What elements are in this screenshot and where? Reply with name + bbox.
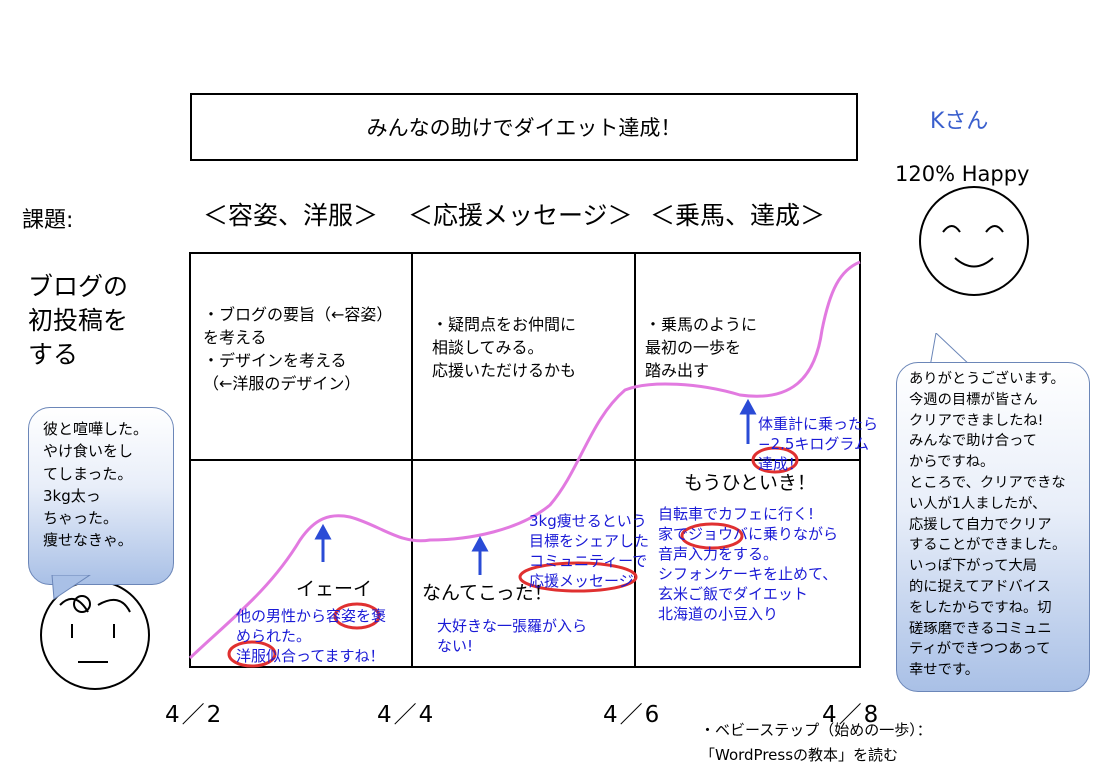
highlight-circle-yoshi [333,602,381,630]
arrow-up-2-head [471,535,489,552]
person-status: 120% Happy [895,162,1030,186]
highlight-circle-oen [518,561,638,593]
footnote: ・ベビーステップ（始めの一歩）： 「WordPressの教本」を読む [700,721,932,764]
right-speech-bubble: ありがとうございます。 今週の目標が皆さん クリアできましたね! みんなで助け合… [896,362,1090,692]
note-col3: 自転車でカフェに行く! 家でジョウバに乗りながら 音声入力をする。 シフォンケー… [658,505,839,623]
progress-curve [188,260,861,660]
mid-label-2: なんてこった！ [422,582,553,604]
right-bubble-tail [929,333,973,367]
side-title: ブログの 初投稿を する [28,272,129,369]
date-label-3: 4／6 [603,702,662,728]
highlight-circle-tassei [751,446,799,474]
grid [189,252,861,668]
cell-top-2: ・疑問点をお仲間に 相談してみる。 応援いただけるかも [432,315,577,380]
kadai-label: 課題: [22,208,74,233]
section-header-3: ＜乗馬、達成＞ [650,201,826,230]
arrow-up-3-head [739,398,757,415]
mid-label-1: イェーイ [296,578,373,600]
left-bubble-tail [51,575,91,600]
mid-label-3: もうひといき！ [684,472,816,494]
arrow-up-1-head [314,523,332,540]
note-col2: 大好きな一張羅が入ら ない! [437,617,588,655]
note-col3-up: 体重計に乗ったら −2.5キログラム 達成！ [758,415,879,473]
sad-face [40,580,150,690]
date-label-4: 4／8 [822,702,881,728]
diagram-title: みんなの助けでダイエット達成！ [366,116,682,140]
date-label-2: 4／4 [377,702,436,728]
date-label-1: 4／2 [165,702,224,728]
left-speech-bubble: 彼と喧嘩した。 やけ食いをし てしまった。 3kg太っ ちゃった。 痩せなきゃ。 [28,407,174,585]
note-col2-up: 3kg痩せるという 目標をシェアした コミュニティーで 応援メッセージ [529,512,650,590]
highlight-circle-yofuku [227,640,277,668]
cell-top-3: ・乗馬のように 最初の一歩を 踏み出す [645,315,758,380]
cell-top-1: ・ブログの要旨（←容姿） を考える ・デザインを考える （←洋服のデザイン） [203,305,393,393]
section-header-2: ＜応援メッセージ＞ [408,201,633,230]
section-header-1: ＜容姿、洋服＞ [203,201,379,230]
person-name: Kさん [930,109,989,134]
note-col1: 他の男性から容姿を褒 められた。 洋服似合ってますね！ [236,607,387,665]
happy-face [919,186,1029,296]
title-box: みんなの助けでダイエット達成！ [190,93,858,161]
highlight-circle-joba [680,522,744,550]
